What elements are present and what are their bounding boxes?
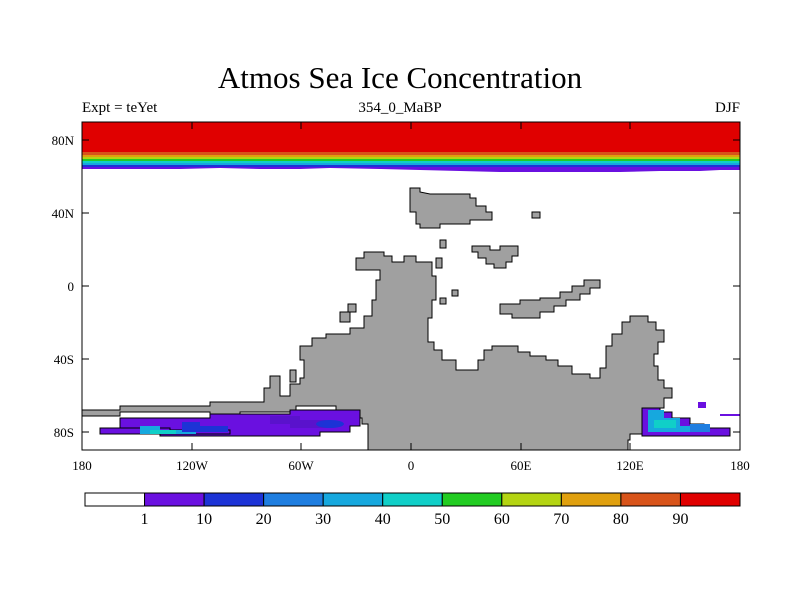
- colorbar-box: [679, 492, 741, 507]
- colorbar-label: 30: [315, 511, 331, 528]
- colorbar-box: [382, 492, 443, 507]
- colorbar-box: [560, 492, 622, 507]
- y-tick-label-0: 0: [68, 279, 75, 294]
- x-tick-label-60e: 60E: [511, 458, 532, 473]
- colorbar-box: [620, 492, 681, 507]
- period-label: 354_0_MaBP: [358, 100, 442, 116]
- x-tick-label-120e: 120E: [616, 458, 644, 473]
- x-tick-label-120w: 120W: [176, 458, 209, 473]
- x-tick-label-180e: 180: [730, 458, 750, 473]
- experiment-label: Expt = teYet: [82, 100, 158, 116]
- x-ticks: [81, 122, 631, 450]
- landmass-islet-7: [289, 369, 297, 383]
- colorbar-label: 90: [672, 511, 688, 528]
- landmass-islet-6: [439, 297, 447, 305]
- colorbar-label: 20: [256, 511, 272, 528]
- colorbar-label: 60: [494, 511, 510, 528]
- colorbar-label: 10: [196, 511, 212, 528]
- landmass-ridge: [499, 279, 601, 319]
- landmass-small-islet: [531, 211, 541, 219]
- colorbar-label: 40: [375, 511, 391, 528]
- landmass-islet-2: [347, 303, 357, 313]
- colorbar-box: [501, 492, 562, 507]
- landmass-islet-5: [451, 289, 459, 297]
- south-sea-ice-west: [99, 409, 361, 437]
- y-tick-label-40s: 40S: [54, 352, 74, 367]
- colorbar-box: [144, 492, 205, 507]
- colorbar-label: 1: [141, 511, 149, 528]
- north-sea-ice: [82, 122, 740, 172]
- landmass-north-island: [409, 187, 493, 229]
- y-tick-label-40n: 40N: [52, 206, 75, 221]
- y-tick-label-80s: 80S: [54, 425, 74, 440]
- landmass-islet-3: [439, 239, 447, 249]
- map-title: Atmos Sea Ice Concentration: [217, 60, 583, 95]
- y-ticks: [82, 139, 740, 433]
- colorbar: [84, 492, 741, 507]
- landmass-east-island: [471, 245, 519, 269]
- south-sea-ice-east: [641, 402, 740, 437]
- colorbar-box: [84, 492, 146, 507]
- season-label: DJF: [714, 100, 740, 116]
- colorbar-label: 70: [553, 511, 569, 528]
- landmass-supercontinent: [81, 251, 673, 451]
- colorbar-labels: 1 10 20 30 40 50 60 70 80 90: [141, 511, 689, 528]
- x-tick-label-0: 0: [408, 458, 415, 473]
- colorbar-label: 80: [613, 511, 629, 528]
- x-tick-label-180w: 180: [72, 458, 92, 473]
- landmass-islet-4: [435, 257, 443, 269]
- y-tick-label-80n: 80N: [52, 133, 75, 148]
- colorbar-box: [441, 492, 503, 507]
- landmass-islet-1: [339, 311, 351, 323]
- colorbar-box: [203, 492, 265, 507]
- colorbar-box: [322, 492, 384, 507]
- x-tick-label-60w: 60W: [288, 458, 314, 473]
- colorbar-label: 50: [434, 511, 450, 528]
- colorbar-box: [263, 492, 324, 507]
- land-masses: [81, 187, 673, 451]
